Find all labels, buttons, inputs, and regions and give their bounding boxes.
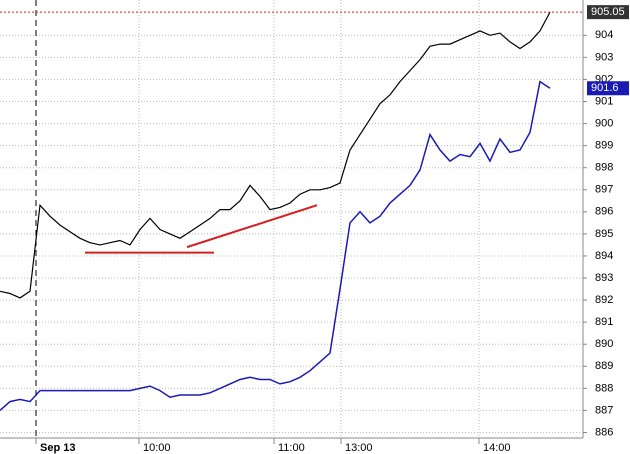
y-tick-label: 903 — [595, 51, 613, 63]
y-tick-label: 893 — [595, 272, 613, 284]
y-tick-label: 895 — [595, 228, 613, 240]
y-tick-label: 887 — [595, 404, 613, 416]
price-tag-label: 901.6 — [591, 82, 619, 94]
y-tick-label: 899 — [595, 140, 613, 152]
y-tick-label: 904 — [595, 29, 613, 41]
price-tag-label: 905.05 — [591, 6, 625, 18]
price-tag — [587, 81, 629, 96]
x-tick-label: 14:00 — [483, 442, 511, 454]
x-tick-label: 10:00 — [143, 442, 171, 454]
series-line — [0, 80, 551, 411]
x-tick-label: 13:00 — [345, 442, 373, 454]
y-tick-label: 888 — [595, 382, 613, 394]
y-tick-label: 892 — [595, 294, 613, 306]
y-tick-label: 900 — [595, 117, 613, 129]
y-tick-label: 896 — [595, 206, 613, 218]
y-tick-label: 886 — [595, 426, 613, 438]
price-tag — [587, 5, 629, 20]
y-tick-label: 889 — [595, 360, 613, 372]
y-tick-label: 901 — [595, 95, 613, 107]
x-tick-label: 11:00 — [278, 442, 305, 454]
y-tick-label: 897 — [595, 184, 613, 196]
trend-line — [186, 204, 318, 249]
y-tick-label: 890 — [595, 338, 613, 350]
y-tick-label: 894 — [595, 250, 613, 262]
y-tick-label: 891 — [595, 316, 613, 328]
x-tick-label: Sep 13 — [40, 442, 75, 454]
y-tick-label: 898 — [595, 162, 613, 174]
series-line — [0, 11, 551, 299]
